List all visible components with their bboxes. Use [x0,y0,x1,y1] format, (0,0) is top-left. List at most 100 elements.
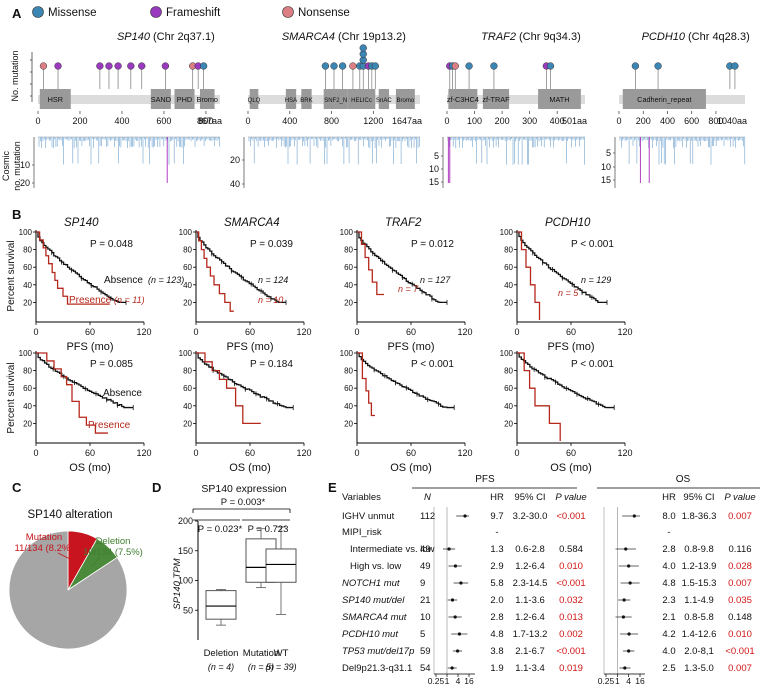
km-y-tick-label: 20 [183,419,192,428]
forest-x-tick-label: 4 [626,676,631,686]
gene-panel-sp140: SP140 (Chr 2q37.1) HSR SAND PHD Bromo 0 200 400 6… [20,31,222,188]
km-absence-curve [357,352,455,409]
km-absence-n: n = 129 [581,275,611,285]
mutation-lollipop [359,44,367,89]
km-y-tick-label: 100 [500,349,514,358]
forest-pfs-point [453,564,458,568]
legend-marker [282,6,294,18]
forest-row: Del9p21.3-q31.1 54 1.9 1.1-3.4 0.019 2.5 1.3-5… [342,663,752,674]
mutation-lollipop [96,62,104,89]
forest-variable: PCDH10 mut [342,629,398,640]
pie-leader [91,556,101,567]
km-presence-curve [36,352,108,434]
km-x-tick-label: 120 [457,327,472,337]
forest-pfs-hr: 3.8 [490,646,503,657]
km-x-tick-label: 60 [245,327,255,337]
domain-box [347,89,376,109]
protein-domain: HSA [285,89,297,109]
km-gene-title: SP140 [64,217,99,229]
forest-x-tick-label: 0.25 [428,676,445,686]
km-absence-curve [517,352,615,409]
protein-domain: zf-TRAF [482,89,510,109]
km-x-tick-label: 60 [566,327,576,337]
pie-deletion-count: 10/134 (7.5%) [83,547,143,558]
km-absence-n: n = 124 [258,275,288,285]
box-iqr [205,590,237,620]
forest-pfs-ci: 1.2-6.4 [515,612,545,623]
km-y-tick-label: 80 [183,246,192,255]
forest-row: MIPI_risk - - [342,527,671,538]
mutation-lollipop [490,62,498,89]
km-os-4: 0 60 120 100 80 60 40 20 OS (mo) P < 0.001 [500,349,633,474]
km-y-tick-label: 60 [183,263,192,272]
km-presence-curve [357,352,375,417]
km-x-tick-label: 0 [33,448,38,458]
km-presence-curve [517,352,561,441]
km-absence-label: Absence [104,275,143,286]
box-y-label: SP140 TPM [172,558,183,609]
domain-label: BRK [300,98,312,104]
domain-label: Bromo [197,95,219,104]
km-y-tick-label: 80 [344,246,353,255]
km-x-tick-label: 0 [354,327,359,337]
mutation-lollipop [105,62,113,89]
km-x-tick-label: 0 [354,448,359,458]
forest-pfs-point [447,547,451,551]
forest-x-tick-label: 16 [464,676,474,686]
forest-pfs-p: 0.002 [559,629,583,640]
domain-box [378,89,390,109]
forest-pfs-point [450,598,455,602]
km-y-tick-label: 40 [183,402,192,411]
domain-label: PHD [177,95,192,104]
km-p-value: P = 0.048 [90,239,133,250]
gene-chr: (Chr 4q28.3) [688,31,750,43]
km-absence-label: Absence [103,388,142,399]
domain-box [174,89,195,109]
domain-label: Cadherin_repeat [637,95,691,104]
protein-domain: SnAC [376,89,392,109]
box-y-tick-label: 150 [178,546,193,556]
km-p-value: P < 0.001 [571,359,614,370]
km-y-tick-label: 80 [504,246,513,255]
forest-os-hr: 8.0 [662,511,675,522]
km-x-tick-label: 120 [136,448,151,458]
km-y-tick-label: 60 [183,384,192,393]
domain-label: Bromo [397,98,415,104]
km-absence-n: n = 127 [420,275,451,285]
forest-pfs-p: <0.001 [556,511,585,522]
gene-panel-traf2: TRAF2 (Chr 9q34.3) zf-C3HC4 zf-TRAF MATH 0 100… [429,31,587,188]
forest-pfs-ci: 1.2-6.4 [515,561,545,572]
forest-os-p: 0.148 [728,612,752,623]
box-y-tick-label: 100 [178,576,193,586]
mutation-dot [105,62,113,70]
forest-header-n: N [424,492,431,503]
km-p-value: P < 0.001 [411,359,454,370]
forest-os-point [628,581,632,585]
mutation-lollipop [54,62,62,89]
domain-label: SnAC [376,98,392,104]
domain-box [395,89,415,109]
km-x-tick-label: 60 [245,448,255,458]
forest-variable: MIPI_risk [342,527,382,538]
forest-os-p: 0.035 [728,595,752,606]
forest-os-point [624,547,628,551]
box-group-n: (n = 39) [265,662,296,672]
forest-n: 54 [420,663,431,674]
mutation-lollipop [654,62,662,89]
box-group-label: Deletion [204,648,239,659]
forest-os-ci: 1.8-36.3 [682,511,717,522]
gene-chr: (Chr 9q34.3) [519,31,581,43]
protein-domain: SNF2_N [323,89,348,109]
gene-title: TRAF2 (Chr 9q34.3) [481,31,581,43]
km-absence-curve [36,231,126,304]
pie-deletion-label: Deletion [96,536,131,547]
mutation-lollipop [726,62,734,89]
domain-box [323,89,348,109]
cosmic-tick-label: 15 [601,175,611,185]
km-y-tick-label: 40 [344,281,353,290]
forest-variable: Del9p21.3-q31.1 [342,663,412,674]
forest-pfs-p: 0.010 [559,561,583,572]
km-gene-title: SMARCA4 [224,217,280,229]
protein-domain: HSR [39,89,71,109]
